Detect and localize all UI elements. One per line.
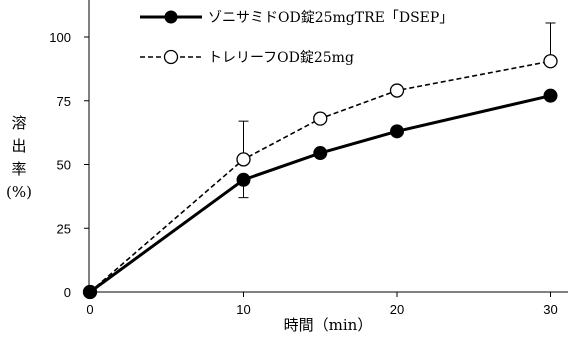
x-tick-label: 10 <box>236 302 250 317</box>
axes <box>88 0 568 293</box>
plot-area <box>82 22 558 300</box>
x-tick-label: 20 <box>390 302 404 317</box>
x-axis-title: 時間（min） <box>284 316 373 334</box>
data-point-zonisamide <box>313 146 328 161</box>
tick-marks <box>84 36 551 297</box>
tick-labels: 0 25 50 75 100 0 10 20 30 <box>49 30 557 317</box>
y-tick-label: 75 <box>57 94 71 109</box>
data-point-trerief <box>236 152 251 167</box>
legend-marker-trerief <box>163 49 179 65</box>
data-point-trerief <box>543 54 558 69</box>
y-tick-label: 100 <box>49 30 71 45</box>
y-axis-title-char: 出 <box>11 137 27 155</box>
y-axis-title-char: (%) <box>6 183 32 201</box>
x-tick-label: 30 <box>543 302 557 317</box>
legend-label-trerief: トレリーフOD錠25mg <box>208 50 354 66</box>
y-axis-title-char: 率 <box>11 160 27 178</box>
x-tick-label: 0 <box>86 302 93 317</box>
legend-marker-zonisamide <box>164 10 178 24</box>
y-tick-label: 50 <box>57 158 71 173</box>
data-point-zonisamide <box>390 124 404 139</box>
data-point-trerief <box>313 111 328 126</box>
y-axis-title-char: 溶 <box>11 114 27 132</box>
data-point-trerief <box>389 83 405 98</box>
legend-label-zonisamide: ゾニサミドOD錠25mgTRE「DSEP」 <box>208 10 453 26</box>
data-point-zonisamide <box>83 285 97 299</box>
y-tick-label: 0 <box>64 285 71 300</box>
y-axis-title: 溶 出 率 (%) <box>4 112 34 204</box>
data-point-zonisamide <box>543 88 558 103</box>
data-point-zonisamide <box>236 172 251 187</box>
legend: ゾニサミドOD錠25mgTRE「DSEP」トレリーフOD錠25mg <box>140 10 453 66</box>
y-tick-label: 25 <box>57 221 71 236</box>
series-line-trerief <box>89 60 551 293</box>
